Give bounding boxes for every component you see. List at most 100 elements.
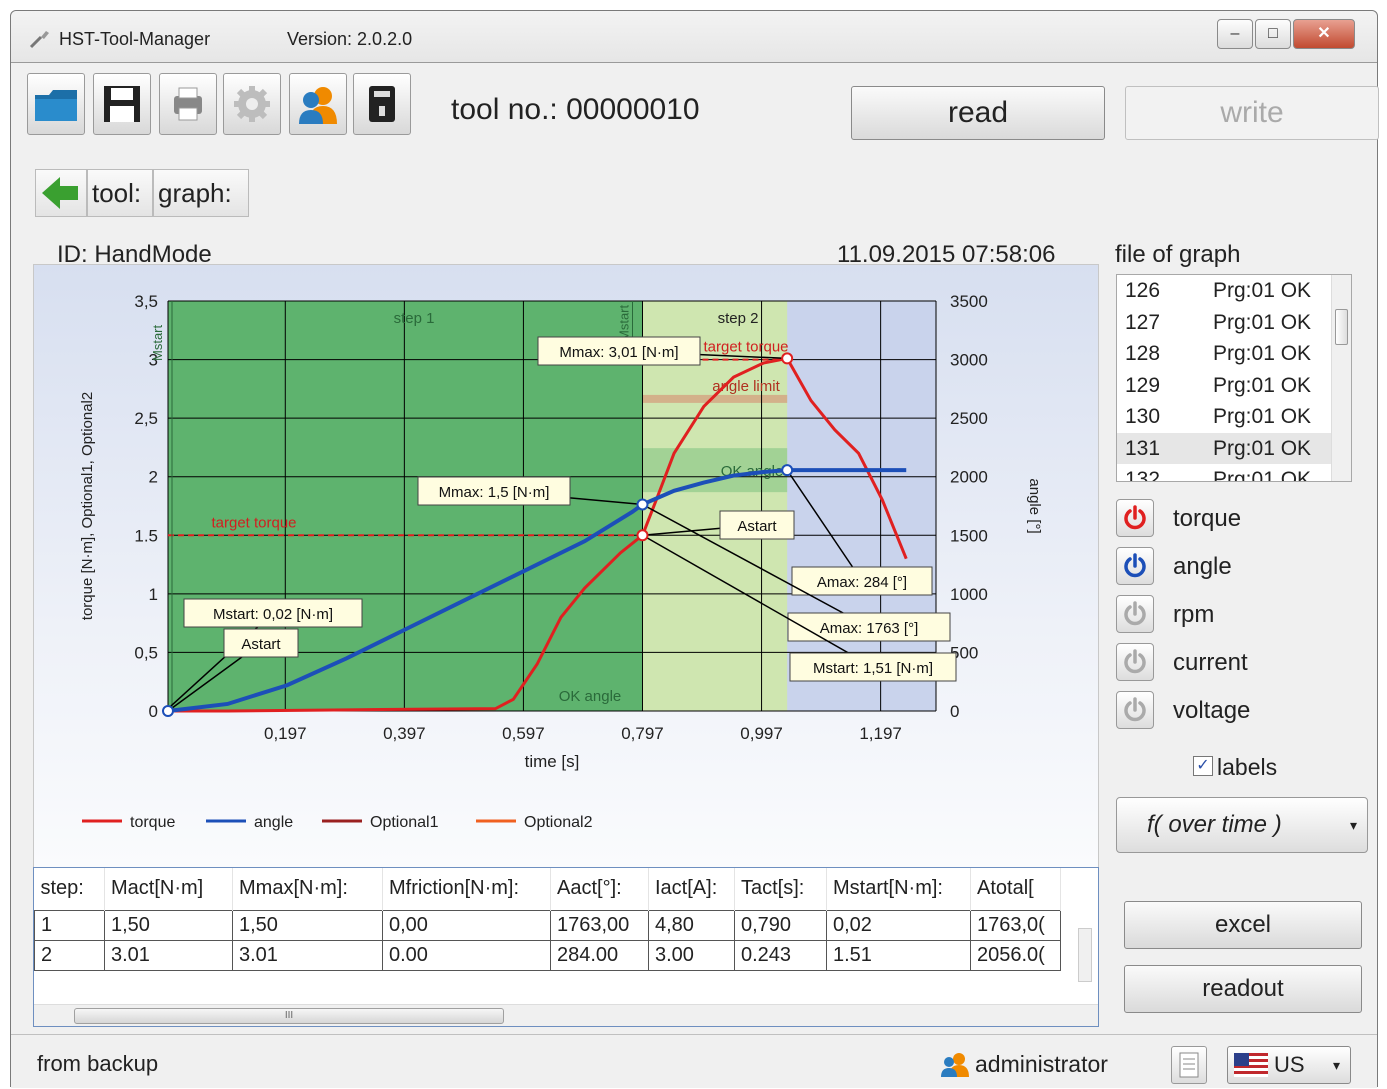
minimize-button[interactable]: ‒	[1217, 19, 1253, 49]
y-axis-right-label: angle [°]	[1026, 478, 1043, 533]
table-cell[interactable]: 2056.0(	[971, 940, 1061, 970]
toggle-current[interactable]	[1116, 643, 1154, 681]
table-cell[interactable]: 1.51	[827, 940, 971, 970]
readout-button[interactable]: readout	[1124, 965, 1362, 1013]
read-button[interactable]: read	[851, 86, 1105, 140]
table-cell[interactable]: 0.00	[383, 940, 551, 970]
table-hscroll-thumb[interactable]: III	[74, 1008, 504, 1024]
file-list[interactable]: 126 Prg:01 OK 127 Prg:01 OK 128 Prg:01 OK 129 P…	[1116, 274, 1352, 482]
table-row[interactable]: 2 3.01 3.01 0.00 284.00 3.00 0.243 1.51 2056.0(	[35, 940, 1061, 970]
annotation-label: Mstart: 1,51 [N·m]	[813, 660, 933, 677]
power-icon	[1121, 696, 1149, 724]
user-button[interactable]	[289, 73, 347, 135]
file-list-scrollbar[interactable]	[1331, 275, 1351, 481]
column-header[interactable]: Tact[s]:	[735, 868, 827, 910]
power-icon	[1121, 648, 1149, 676]
close-button[interactable]: ✕	[1293, 19, 1355, 49]
column-header[interactable]: Atotal[	[971, 868, 1061, 910]
table-row[interactable]: 1 1,50 1,50 0,00 1763,00 4,80 0,790 0,02 1763,0(	[35, 910, 1061, 940]
list-item[interactable]: 132 Prg:01 OK	[1117, 464, 1351, 482]
list-item[interactable]: 130 Prg:01 OK	[1117, 401, 1351, 433]
table-cell[interactable]: 3.01	[233, 940, 383, 970]
column-header[interactable]: Iact[A]:	[649, 868, 735, 910]
file-number: 127	[1125, 307, 1160, 338]
device-icon	[367, 84, 397, 124]
table-cell[interactable]: 1,50	[105, 910, 233, 940]
column-header[interactable]: step:	[35, 868, 105, 910]
data-point-marker	[637, 530, 647, 540]
excel-button[interactable]: excel	[1124, 901, 1362, 949]
settings-button[interactable]	[223, 73, 281, 135]
print-button[interactable]	[159, 73, 217, 135]
tool-number: tool no.: 00000010	[451, 93, 700, 127]
column-header[interactable]: Mmax[N·m]:	[233, 868, 383, 910]
list-item[interactable]: 129 Prg:01 OK	[1117, 370, 1351, 402]
device-button[interactable]	[353, 73, 411, 135]
list-item[interactable]: 127 Prg:01 OK	[1117, 307, 1351, 339]
column-header[interactable]: Mstart[N·m]:	[827, 868, 971, 910]
function-select[interactable]: f( over time ) ▾	[1116, 797, 1368, 853]
toggle-label-current: current	[1173, 649, 1248, 677]
table-cell[interactable]: 284.00	[551, 940, 649, 970]
y-left-tick-label: 2	[149, 468, 158, 487]
chevron-down-icon: ▾	[1333, 1047, 1340, 1083]
language-select[interactable]: US ▾	[1227, 1046, 1351, 1084]
breadcrumb-graph[interactable]: graph:	[153, 169, 249, 217]
table-cell[interactable]: 0,790	[735, 910, 827, 940]
write-button[interactable]: write	[1125, 86, 1379, 140]
labels-checkbox[interactable]: ✓	[1193, 756, 1213, 776]
file-status: Prg:01 OK	[1213, 338, 1311, 369]
table-cell[interactable]: 2	[35, 940, 105, 970]
power-icon	[1121, 504, 1149, 532]
breadcrumb-tool[interactable]: tool:	[87, 169, 153, 217]
list-item[interactable]: 128 Prg:01 OK	[1117, 338, 1351, 370]
file-status: Prg:01 OK	[1213, 307, 1311, 338]
table-cell[interactable]: 1763,00	[551, 910, 649, 940]
table-cell[interactable]: 3.01	[105, 940, 233, 970]
data-point-marker	[782, 353, 792, 363]
y-left-tick-label: 3,5	[134, 292, 158, 311]
table-cell[interactable]: 1763,0(	[971, 910, 1061, 940]
data-point-marker	[163, 706, 173, 716]
back-button[interactable]	[35, 169, 87, 217]
file-number: 132	[1125, 464, 1160, 482]
toggle-label-angle: angle	[1173, 553, 1232, 581]
column-header[interactable]: Aact[°]:	[551, 868, 649, 910]
column-header[interactable]: Mfriction[N·m]:	[383, 868, 551, 910]
y-left-tick-label: 2,5	[134, 409, 158, 428]
y-right-tick-label: 3500	[950, 292, 988, 311]
table-hscrollbar[interactable]: III	[34, 1004, 1098, 1026]
log-button[interactable]	[1171, 1046, 1207, 1084]
x-tick-label: 0,597	[502, 724, 545, 743]
list-item[interactable]: 126 Prg:01 OK	[1117, 275, 1351, 307]
table-cell[interactable]: 0,00	[383, 910, 551, 940]
list-item[interactable]: 131 Prg:01 OK	[1117, 433, 1351, 465]
table-cell[interactable]: 0,02	[827, 910, 971, 940]
data-point-marker	[637, 499, 647, 509]
toggle-rpm[interactable]	[1116, 595, 1154, 633]
save-button[interactable]	[93, 73, 151, 135]
toggle-voltage[interactable]	[1116, 691, 1154, 729]
annotation-label: Mmax: 1,5 [N·m]	[439, 484, 550, 501]
document-icon	[1172, 1047, 1206, 1083]
column-header[interactable]: Mact[N·m]	[105, 868, 233, 910]
table-cell[interactable]: 4,80	[649, 910, 735, 940]
annotation-label: Mstart: 0,02 [N·m]	[213, 606, 333, 623]
y-right-tick-label: 1000	[950, 585, 988, 604]
maximize-button[interactable]: □	[1255, 19, 1291, 49]
open-button[interactable]	[27, 73, 85, 135]
table-vscrollbar[interactable]	[1078, 928, 1092, 982]
title-bar[interactable]: HST-Tool-Manager Version: 2.0.2.0 ‒ □ ✕	[11, 11, 1377, 63]
table-cell[interactable]: 1,50	[233, 910, 383, 940]
x-tick-label: 0,997	[740, 724, 783, 743]
chart[interactable]: 0,197 0,397 0,597 0,797 0,997 1,197 0 0 0,5 500 1 1…	[34, 265, 1100, 869]
power-icon	[1121, 600, 1149, 628]
table-cell[interactable]: 3.00	[649, 940, 735, 970]
table-cell[interactable]: 0.243	[735, 940, 827, 970]
steps-table[interactable]: step: Mact[N·m] Mmax[N·m]: Mfriction[N·m]: A…	[33, 867, 1099, 1027]
toggle-angle[interactable]	[1116, 547, 1154, 585]
chart-area[interactable]: 0,197 0,397 0,597 0,797 0,997 1,197 0 0 0,5 500 1 1…	[33, 264, 1099, 868]
file-number: 128	[1125, 338, 1160, 369]
toggle-torque[interactable]	[1116, 499, 1154, 537]
table-cell[interactable]: 1	[35, 910, 105, 940]
